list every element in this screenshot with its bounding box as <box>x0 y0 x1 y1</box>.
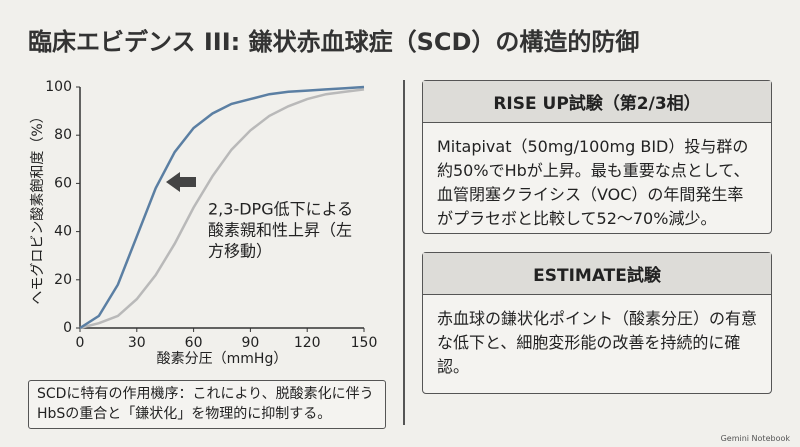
annotation: 方移動） <box>208 242 272 261</box>
x-tick-label: 150 <box>351 335 378 351</box>
box-body: 赤血球の鎌状化ポイント（酸素分圧）の有意な低下と、細胞変形能の改善を持続的に確認… <box>437 309 758 376</box>
annotation: 2,3-DPG低下による <box>208 200 353 219</box>
y-axis-label: ヘモグロビン酸素飽和度（%） <box>29 109 46 304</box>
x-tick-label: 60 <box>185 335 203 351</box>
annotation: 酸素親和性上昇（左 <box>208 221 352 240</box>
x-tick-label: 30 <box>128 335 146 351</box>
slide-title: 臨床エビデンス III: 鎌状赤血球症（SCD）の構造的防御 <box>28 28 640 56</box>
footer: Gemini Notebook <box>720 434 790 443</box>
divider <box>403 80 405 425</box>
box: ESTIMATE試験 赤血球の鎌状化ポイント（酸素分圧）の有意な低下と、細胞変形… <box>422 252 772 394</box>
box: RISE UP試験（第2/3相） Mitapivat（50mg/100mg BI… <box>422 80 772 234</box>
x-tick-label: 0 <box>76 335 85 351</box>
curve <box>79 85 365 330</box>
box-header: ESTIMATE試験 <box>423 253 771 295</box>
box-header: RISE UP試験（第2/3相） <box>423 81 771 123</box>
x-tick-label: 120 <box>294 335 321 351</box>
y-tick-label: 80 <box>54 127 72 143</box>
shift-arrow <box>166 172 196 192</box>
chart: ヘモグロビン酸素飽和度（%） 酸素分圧（mmHg） 0 20 40 60 80 100 0 3… <box>29 79 378 367</box>
y-tick-label: 0 <box>63 320 72 336</box>
y-tick-label: 60 <box>54 175 72 191</box>
y-tick-label: 20 <box>54 272 72 288</box>
y-tick-label: 40 <box>54 224 72 240</box>
x-tick-label: 90 <box>241 335 259 351</box>
y-tick-label: 100 <box>45 79 72 95</box>
x-axis-label: 酸素分圧（mmHg） <box>157 351 288 367</box>
box-body: Mitapivat（50mg/100mg BID）投与群の約50%でHbが上昇。… <box>437 137 750 228</box>
note: SCDに特有の作用機序：これにより、脱酸素化に伴うHbSの重合と「鎌状化」を物理… <box>28 380 386 430</box>
curve <box>79 88 365 330</box>
